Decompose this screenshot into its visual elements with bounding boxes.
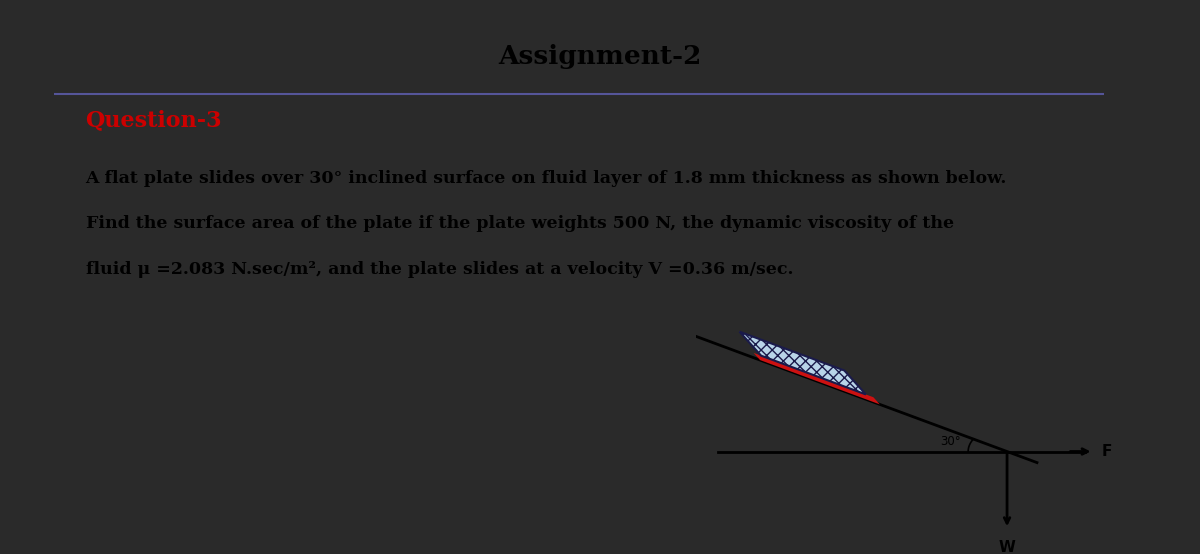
Polygon shape xyxy=(739,332,866,394)
Text: Assignment-2: Assignment-2 xyxy=(498,44,702,69)
Text: Question-3: Question-3 xyxy=(85,109,222,131)
Text: 30°: 30° xyxy=(941,435,961,448)
Text: W: W xyxy=(998,540,1015,554)
Polygon shape xyxy=(754,353,880,404)
Text: Find the surface area of the plate if the plate weights 500 N, the dynamic visco: Find the surface area of the plate if th… xyxy=(85,216,954,232)
Text: A flat plate slides over 30° inclined surface on fluid layer of 1.8 mm thickness: A flat plate slides over 30° inclined su… xyxy=(85,170,1007,187)
Text: F: F xyxy=(1102,444,1112,459)
Text: fluid μ =2.083 N.sec/m², and the plate slides at a velocity V =0.36 m/sec.: fluid μ =2.083 N.sec/m², and the plate s… xyxy=(85,260,793,278)
